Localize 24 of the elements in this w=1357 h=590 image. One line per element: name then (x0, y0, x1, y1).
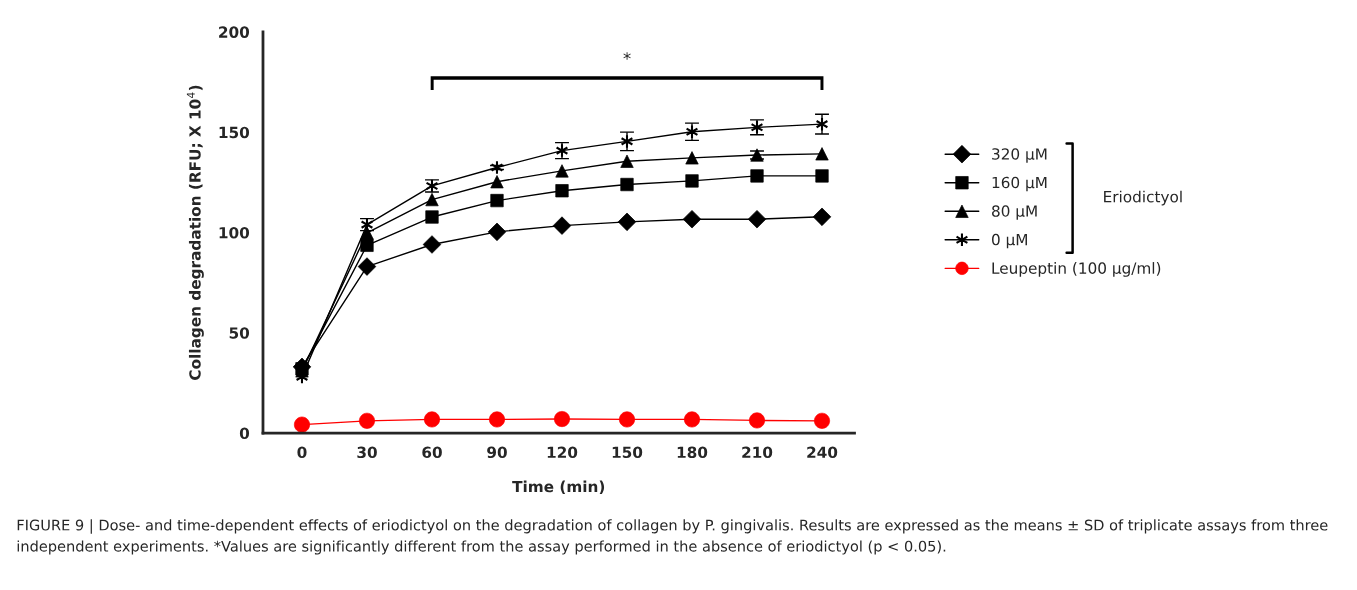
x-axis-title: Time (min) (512, 480, 605, 495)
x-tick-label: 90 (487, 446, 507, 459)
y-axis-title: Collagen degradation (RFU; X 10$^{4}$) (186, 85, 204, 380)
caption: FIGURE 9 | Dose- and time-dependent effects of eriodictyol on the degradation of collagen by P. gingivalis. Results are expressed as the means ± SD of triplicate assays from three independent experiments. *Values are significantly different from the assay performed in the absence of eriodictyol (p < 0.05). (17, 519, 1328, 555)
x-tick-label: 0 (297, 446, 307, 459)
x-tick-label: 210 (742, 446, 773, 459)
text: Eriodictyol (1104, 190, 1182, 206)
x-tick-label: 60 (422, 446, 442, 459)
legend-label: 0 μM (991, 233, 1027, 249)
x-tick-label: 240 (807, 446, 838, 459)
x-tick-label: 180 (677, 446, 708, 459)
annotation: * (623, 52, 631, 60)
legend-label: 80 μM (992, 205, 1037, 220)
y-tick-label: 0 (239, 427, 250, 440)
legend-label: 320 μM (992, 148, 1047, 163)
x-tick-label: 120 (547, 446, 578, 459)
x-tick-label: 30 (357, 446, 377, 459)
legend-label: 160 μM (992, 176, 1047, 192)
y-tick-label: 100 (219, 226, 250, 239)
y-tick-label: 50 (229, 327, 250, 339)
y-tick-label: 150 (219, 126, 250, 139)
y-tick-label: 200 (219, 26, 250, 38)
legend-label: Leupeptin (100 μg/ml) (992, 262, 1161, 277)
x-tick-label: 150 (612, 446, 643, 459)
